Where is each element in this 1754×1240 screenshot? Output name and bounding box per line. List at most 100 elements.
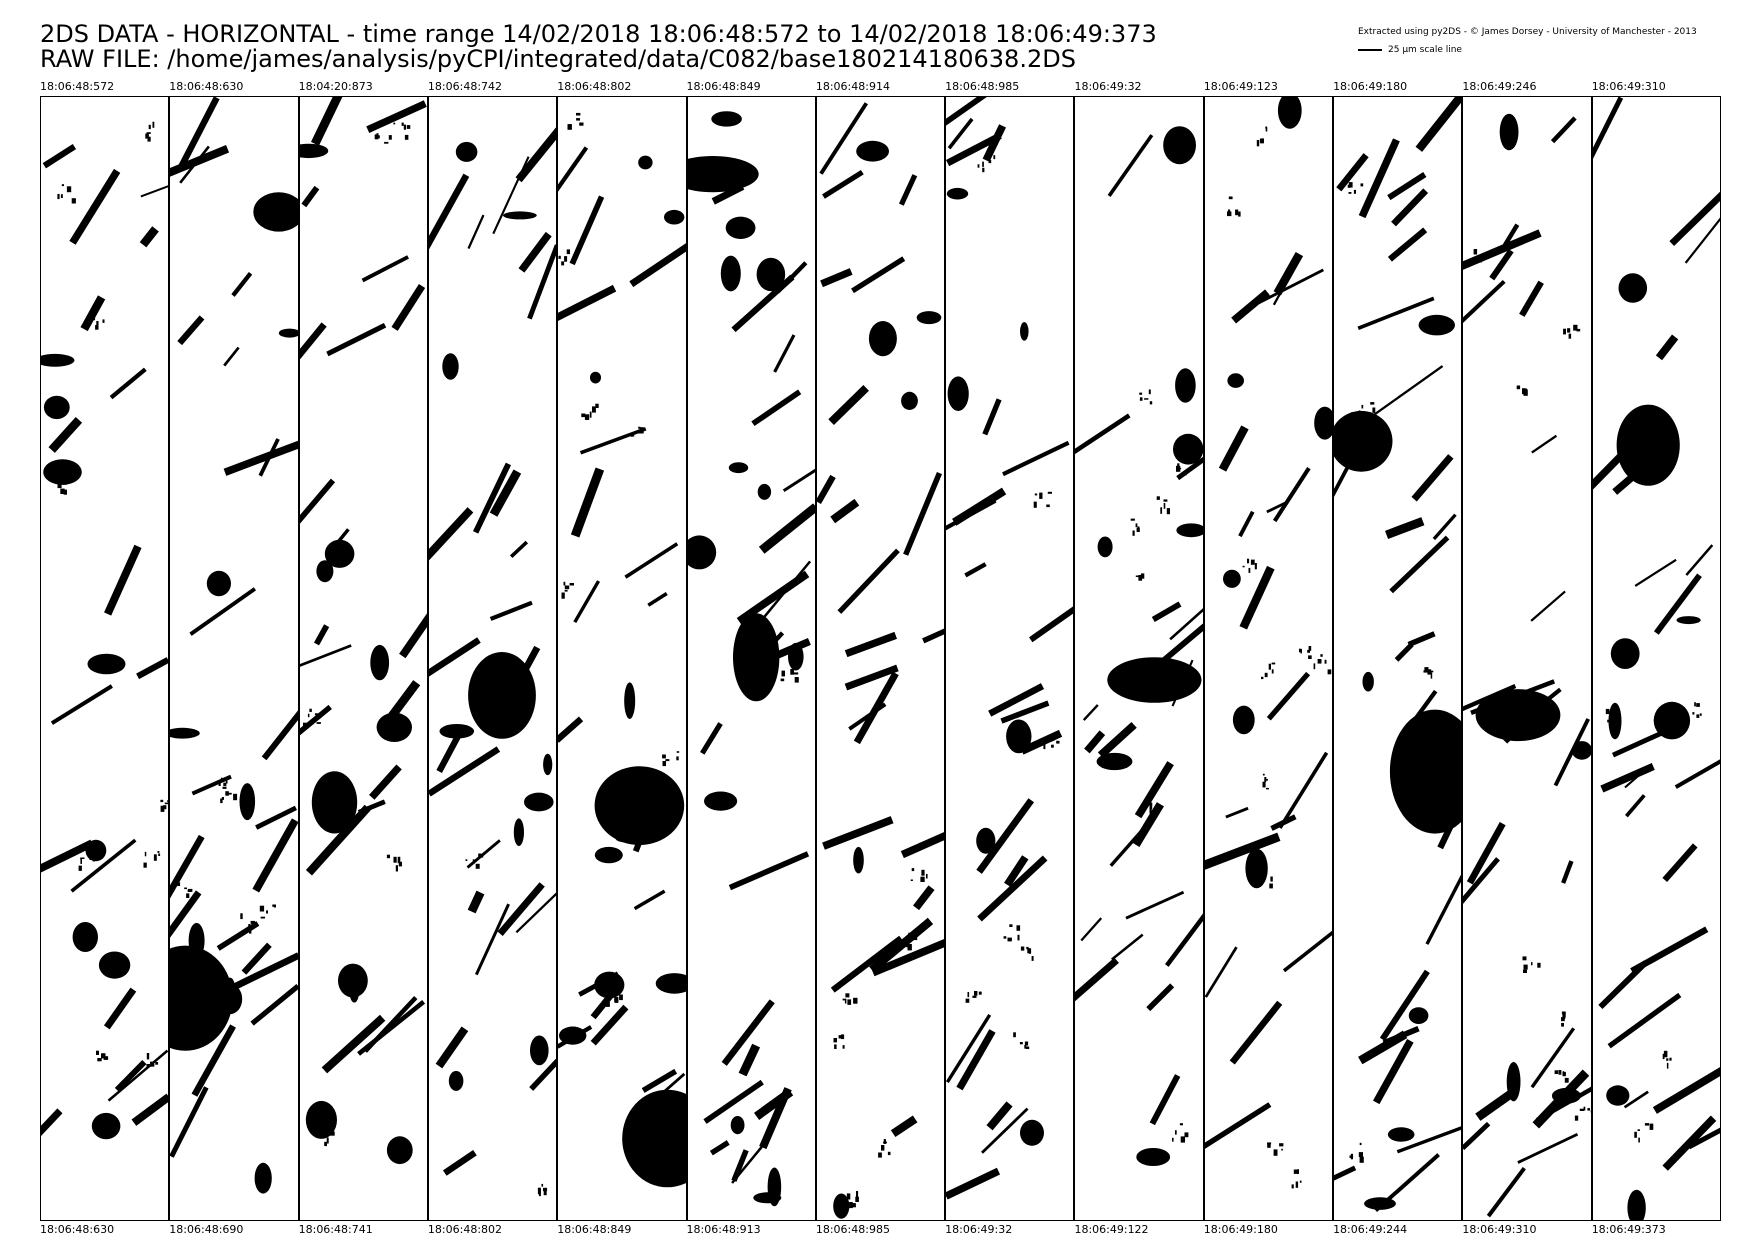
blob-particle [624,682,636,719]
needle-particle [1282,928,1334,973]
blob-particle [369,644,389,681]
speckle-particle [146,1053,159,1068]
blob-particle [720,255,741,292]
needle-particle [1396,1125,1463,1154]
needle-particle [474,903,510,976]
speckle-particle [1157,496,1171,515]
aggregate-particle [468,652,536,739]
speckle-particle [833,1034,845,1049]
blob-particle [638,155,653,170]
needle-particle [250,983,299,1026]
strip-start-time: 18:06:49:246 [1462,80,1537,93]
needle-particle [467,890,485,914]
needle-particle [1266,671,1310,721]
needle-particle [641,1068,678,1093]
needle-particle [580,427,647,455]
speckle-particle [977,155,996,173]
blob-particle [1006,719,1032,754]
aggregate-particle [686,156,759,193]
speckle-particle [1563,324,1581,339]
blob-particle [316,560,334,583]
needle-particle [1029,591,1075,643]
needle-particle [1629,926,1709,974]
needle-particle [179,145,211,184]
speckle-particle [143,851,161,868]
blob-particle [833,1193,850,1219]
speckle-particle [877,1139,891,1158]
strip-end-time: 18:06:48:849 [557,1223,632,1236]
needle-particle [1266,501,1287,514]
needle-particle [1530,1027,1576,1089]
needle-particle [976,798,1035,874]
needle-particle [189,587,257,636]
blob-particle [87,653,126,675]
blob-particle [1098,536,1114,558]
needle-particle [298,704,332,745]
needle-particle [1218,425,1249,472]
needle-particle [301,185,319,208]
strip-end-time: 18:06:49:244 [1333,1223,1408,1236]
needle-particle [629,236,687,288]
blob-particle [856,140,889,162]
speckle-particle [1561,1011,1567,1027]
particle-image [169,96,299,1194]
needle-particle [815,474,836,504]
blob-particle [868,321,897,357]
blob-particle [1500,113,1519,151]
needle-particle [178,96,220,168]
needle-particle [1083,704,1100,721]
strip-start-time: 18:06:48:914 [815,80,890,93]
blob-particle [439,724,475,739]
needle-particle [1272,466,1311,523]
speckle-particle [1554,1070,1570,1083]
aggregate-particle [1107,657,1202,703]
speckle-particle [910,868,928,882]
needle-particle [489,469,522,517]
needle-particle [1278,751,1328,829]
particle-strip: 18:06:48:630 18:06:48:690 [169,81,299,1236]
needle-particle [721,999,775,1066]
speckle-particle [220,786,238,804]
needle-particle [1002,440,1070,477]
aggregate-particle [732,613,779,702]
blob-particle [298,143,328,159]
needle-particle [1176,450,1204,481]
needle-particle [898,174,918,206]
strip-start-time: 18:06:49:180 [1333,80,1408,93]
needle-particle [1125,890,1185,920]
speckle-particle [1033,491,1053,508]
aggregate-particle [1475,689,1561,742]
speckle-particle [1139,389,1153,405]
needle-particle [982,398,1002,436]
needle-particle [624,542,679,579]
blob-particle [1610,638,1640,669]
speckle-particle [537,1183,548,1197]
needle-particle [191,1024,237,1097]
speckle-particle [842,993,858,1005]
needle-particle [1624,794,1646,818]
speckle-particle [1260,870,1273,889]
needle-particle [736,570,809,625]
needle-particle [1108,134,1154,197]
blob-particle [523,792,554,812]
needle-particle [386,680,420,721]
needle-particle [1662,843,1698,882]
needle-particle [921,628,946,644]
needle-particle [391,284,425,331]
strip-start-time: 18:06:49:123 [1203,80,1278,93]
speckle-particle [965,991,982,1003]
needle-particle [1203,1102,1272,1152]
blob-particle [376,712,412,742]
speckle-particle [581,403,599,420]
needle-particle [497,882,545,936]
needle-particle [912,885,935,911]
needle-particle [262,707,299,761]
speckle-particle [392,122,410,140]
needle-particle [529,1058,558,1091]
needle-particle [945,498,997,537]
needle-particle [1203,832,1281,871]
needle-particle [427,637,481,683]
needle-particle [981,1107,1029,1154]
needle-particle [1239,565,1275,630]
needle-particle [709,1140,730,1156]
